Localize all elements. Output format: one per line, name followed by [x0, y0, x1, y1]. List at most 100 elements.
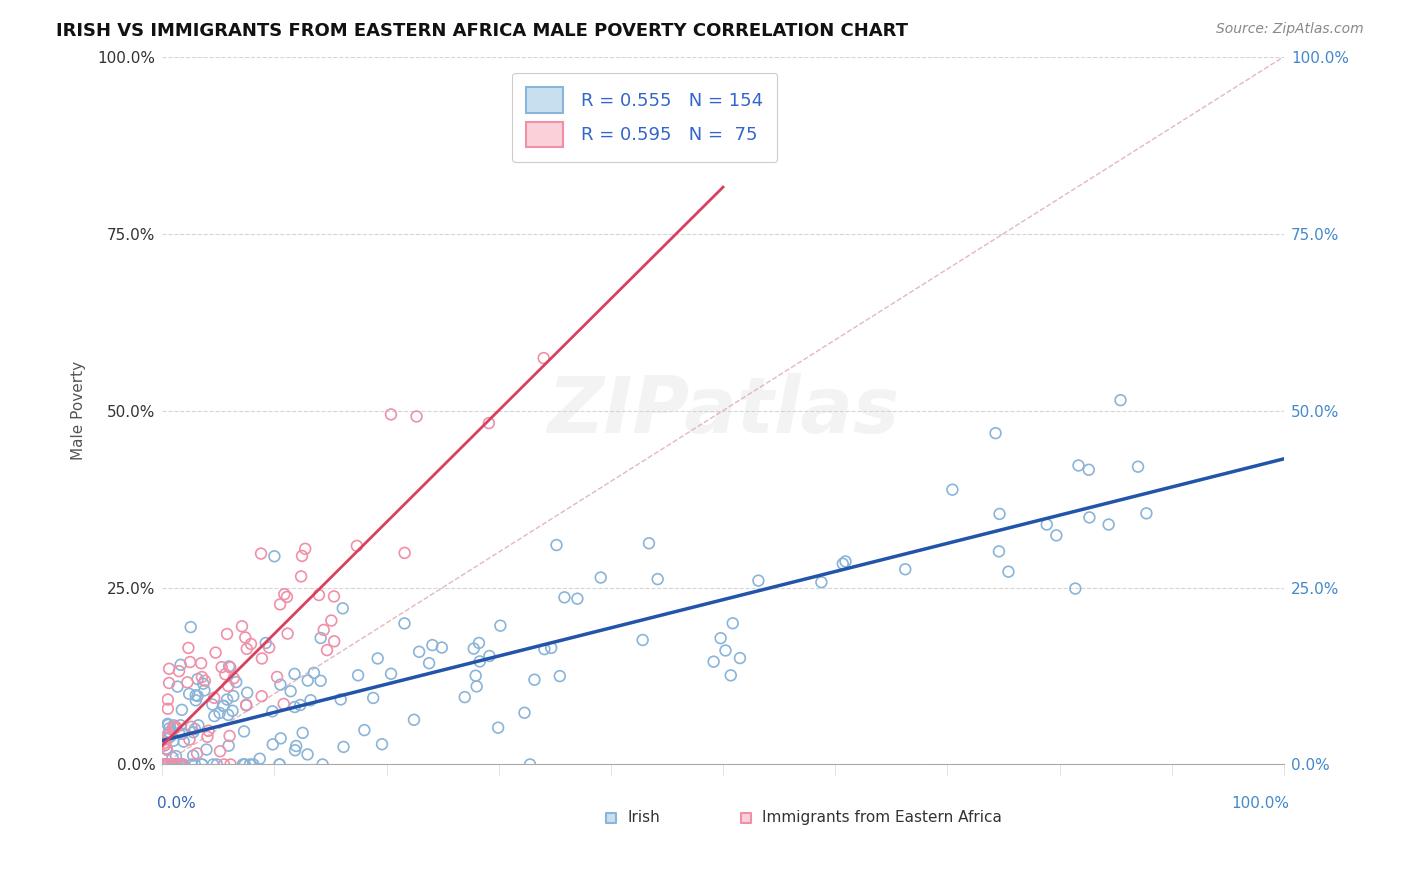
Point	[394, 616, 416, 631]
Point	[160, 757, 183, 772]
Point	[233, 757, 256, 772]
Point	[157, 725, 180, 739]
Point	[1135, 506, 1157, 520]
Point	[941, 483, 963, 497]
Point	[589, 570, 612, 584]
Point	[184, 688, 207, 702]
Point	[235, 698, 257, 713]
Point	[294, 541, 316, 556]
Point	[540, 640, 562, 655]
Point	[155, 738, 177, 752]
Point	[155, 731, 177, 746]
Point	[152, 757, 174, 772]
Text: ZIPatlas: ZIPatlas	[547, 373, 900, 449]
Point	[1064, 582, 1087, 596]
Point	[157, 718, 180, 732]
Point	[157, 757, 180, 772]
Point	[430, 640, 453, 655]
Point	[394, 546, 416, 560]
Point	[533, 351, 555, 365]
Point	[221, 704, 243, 718]
Point	[208, 706, 231, 720]
Point	[291, 549, 314, 563]
Point	[204, 646, 226, 660]
Point	[418, 656, 440, 670]
Point	[405, 409, 427, 424]
Point	[156, 717, 179, 731]
Point	[169, 757, 191, 772]
Point	[269, 757, 291, 772]
Point	[167, 726, 190, 740]
Point	[187, 689, 209, 703]
Point	[197, 730, 219, 744]
Point	[329, 692, 352, 706]
Point	[728, 651, 751, 665]
Point	[162, 720, 184, 734]
Point	[156, 757, 179, 772]
Point	[276, 590, 298, 604]
Point	[346, 539, 368, 553]
Point	[269, 678, 291, 692]
Y-axis label: Male Poverty: Male Poverty	[72, 361, 86, 460]
Point	[212, 757, 235, 772]
Point	[367, 651, 389, 665]
Point	[309, 631, 332, 645]
Point	[169, 757, 191, 772]
Point	[208, 744, 231, 758]
Point	[468, 636, 491, 650]
Point	[250, 690, 273, 704]
Point	[353, 723, 375, 738]
Point	[152, 757, 174, 772]
Point	[277, 626, 299, 640]
Point	[166, 680, 188, 694]
Point	[1035, 517, 1057, 532]
Point	[153, 757, 176, 772]
Point	[332, 601, 354, 615]
Legend: R = 0.555   N = 154, R = 0.595   N =  75: R = 0.555 N = 154, R = 0.595 N = 75	[512, 73, 778, 161]
Point	[468, 655, 491, 669]
Point	[254, 636, 277, 650]
Text: Source: ZipAtlas.com: Source: ZipAtlas.com	[1216, 22, 1364, 37]
Point	[988, 507, 1011, 521]
Point	[219, 660, 242, 674]
Point	[523, 673, 546, 687]
Point	[478, 648, 501, 663]
Point	[284, 743, 307, 757]
Point	[217, 679, 239, 693]
Point	[371, 737, 394, 751]
Point	[191, 757, 214, 772]
Point	[232, 757, 254, 772]
Point	[170, 703, 193, 717]
Point	[273, 587, 295, 601]
Point	[486, 721, 509, 735]
Point	[218, 739, 240, 753]
Text: Immigrants from Eastern Africa: Immigrants from Eastern Africa	[762, 810, 1002, 825]
Point	[169, 757, 191, 772]
Point	[187, 718, 209, 732]
Point	[280, 684, 302, 698]
Point	[465, 679, 488, 693]
Point	[236, 641, 259, 656]
Point	[721, 616, 744, 631]
Point	[222, 689, 245, 703]
Point	[478, 416, 501, 430]
Point	[163, 757, 186, 772]
Point	[157, 676, 180, 690]
Point	[233, 757, 256, 772]
Point	[163, 718, 186, 732]
Point	[1077, 463, 1099, 477]
Point	[218, 729, 240, 743]
Point	[162, 750, 184, 764]
Point	[638, 536, 661, 550]
Point	[202, 709, 225, 723]
Point	[169, 657, 191, 672]
Point	[211, 660, 233, 674]
Point	[422, 638, 444, 652]
Point	[159, 729, 181, 743]
Point	[380, 666, 402, 681]
Point	[191, 757, 214, 772]
Point	[309, 673, 332, 688]
Point	[181, 748, 204, 763]
Point	[153, 736, 176, 750]
Point	[167, 664, 190, 678]
